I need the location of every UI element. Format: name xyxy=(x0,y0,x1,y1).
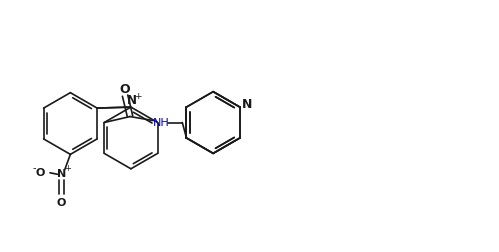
Text: -: - xyxy=(33,163,36,173)
Text: N: N xyxy=(57,169,66,179)
Text: O: O xyxy=(36,168,45,178)
Text: O: O xyxy=(57,198,66,208)
Text: N: N xyxy=(126,94,136,107)
Text: N: N xyxy=(242,98,252,111)
Text: O: O xyxy=(119,83,130,96)
Text: NH: NH xyxy=(153,117,169,128)
Text: +: + xyxy=(134,92,142,101)
Text: +: + xyxy=(64,164,71,173)
